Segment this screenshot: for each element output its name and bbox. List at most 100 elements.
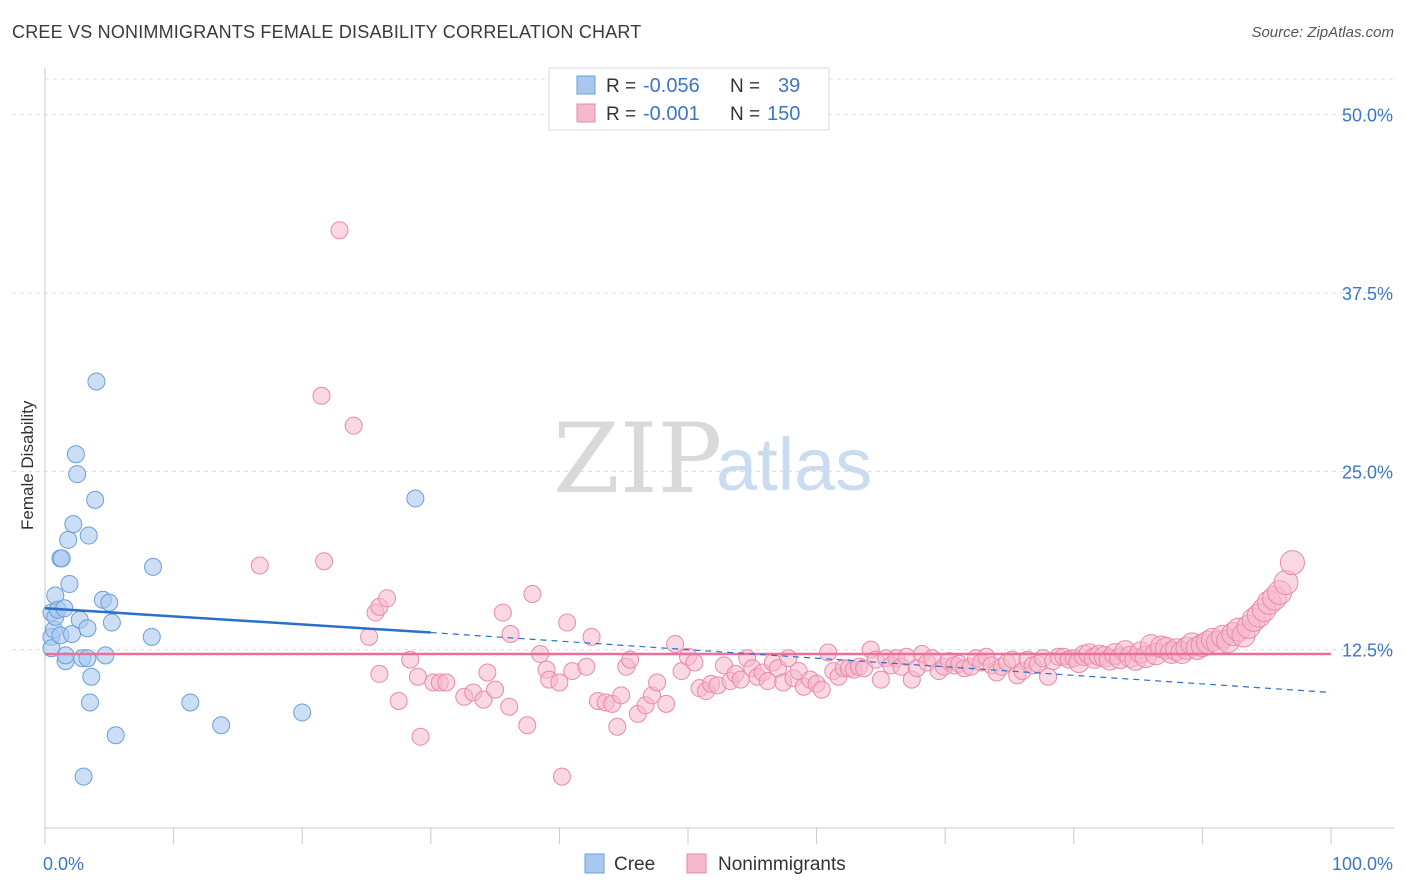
cree-point [42, 639, 61, 658]
cree-point [68, 465, 87, 484]
cree-point [406, 489, 425, 508]
cree-legend-swatch [576, 75, 596, 95]
nonimm-bottom-label: Nonimmigrants [718, 854, 846, 875]
nonimm-n-value: 150 [767, 103, 800, 125]
cree-bottom-swatch [584, 853, 605, 874]
nonimmigrants-point [330, 221, 349, 240]
nonimmigrants-point [360, 627, 379, 646]
nonimmigrants-point [523, 585, 542, 604]
nonimmigrants-point [871, 670, 890, 689]
grid [12, 78, 1394, 651]
nonimmigrants-point [474, 690, 493, 709]
nonimmigrants-point [378, 589, 397, 608]
nonimmigrants-point [812, 680, 831, 699]
cree-point [78, 649, 97, 668]
cree-point [96, 646, 115, 665]
source-label: Source: ZipAtlas.com [1251, 24, 1394, 41]
nonimmigrants-point [819, 643, 838, 662]
nonimm-n-label: N = [730, 104, 760, 125]
nonimmigrants-point [370, 664, 389, 683]
cree-point [59, 530, 78, 549]
cree-point [293, 703, 312, 722]
cree-point [78, 619, 97, 638]
nonimmigrants-point [344, 416, 363, 435]
cree-point [56, 646, 75, 665]
nonimmigrants-point [1039, 667, 1058, 686]
nonimmigrants-point [657, 694, 676, 713]
nonimmigrants-point [621, 650, 640, 669]
series-legend: Cree Nonimmigrants [584, 853, 846, 875]
nonimmigrants-point [500, 697, 519, 716]
axes [44, 68, 1394, 844]
cree-r-value: -0.056 [643, 75, 700, 97]
nonimmigrants-point [486, 680, 505, 699]
legend-box [548, 67, 830, 131]
nonimmigrants-point [250, 556, 269, 575]
nonimmigrants-point [408, 667, 427, 686]
nonimm-r-value: -0.001 [643, 103, 700, 125]
chart-title: CREE VS NONIMMIGRANTS FEMALE DISABILITY … [12, 22, 642, 42]
nonimmigrants-point [315, 552, 334, 571]
cree-point [106, 726, 125, 745]
cree-point [66, 445, 85, 464]
nonimm-legend-swatch [576, 103, 596, 123]
cree-point [74, 767, 93, 786]
cree-bottom-label: Cree [614, 854, 655, 875]
nonimmigrants-point [577, 657, 596, 676]
cree-point [212, 716, 231, 735]
cree-point [142, 627, 161, 646]
nonimmigrants-point [666, 634, 685, 653]
cree-point [86, 490, 105, 509]
cree-points [42, 372, 425, 786]
nonimmigrants-point [550, 673, 569, 692]
nonimmigrants-point [612, 686, 631, 705]
cree-point [60, 575, 79, 594]
y-tick-label-1: 25.0% [1342, 462, 1393, 482]
nonimmigrants-point [312, 386, 331, 405]
nonimmigrants-point [493, 603, 512, 622]
cree-point [64, 515, 83, 534]
nonimmigrants-point [558, 613, 577, 632]
watermark-zip: ZIP [553, 403, 722, 515]
cree-point [79, 526, 98, 545]
cree-point [144, 557, 163, 576]
nonimmigrants-point [401, 650, 420, 669]
cree-point [100, 593, 119, 612]
cree-n-label: N = [730, 76, 760, 97]
y-tick-labels: 12.5% 25.0% 37.5% 50.0% [1342, 106, 1393, 661]
nonimmigrants-point [552, 767, 571, 786]
cree-r-label: R = [606, 76, 636, 97]
nonimmigrants-point [582, 627, 601, 646]
cree-trend-extension [430, 631, 1332, 694]
nonimmigrants-point [478, 663, 497, 682]
cree-point [102, 613, 121, 632]
watermark: ZIP atlas [553, 403, 872, 515]
nonimmigrants-point [608, 717, 627, 736]
nonimm-bottom-swatch [686, 853, 707, 874]
nonimm-r-label: R = [606, 104, 636, 125]
cree-point [82, 667, 101, 686]
nonimmigrants-point [437, 673, 456, 692]
nonimmigrants-point [648, 673, 667, 692]
x-tick-label-0: 0.0% [43, 854, 84, 874]
correlation-legend: R = -0.056 N = 39 R = -0.001 N = 150 [548, 67, 830, 131]
cree-trend-line [44, 607, 431, 634]
nonimmigrants-point [501, 624, 520, 643]
nonimmigrants-point [1279, 550, 1305, 576]
y-tick-label-2: 37.5% [1342, 284, 1393, 304]
cree-point [87, 372, 106, 391]
nonimmigrants-points [250, 221, 1305, 786]
watermark-atlas: atlas [716, 423, 872, 506]
x-tick-labels: 0.0% 100.0% [43, 854, 1393, 874]
cree-point [81, 693, 100, 712]
nonimmigrants-point [411, 727, 430, 746]
y-tick-label-3: 50.0% [1342, 106, 1393, 126]
cree-point [52, 549, 71, 568]
nonimmigrants-point [685, 653, 704, 672]
nonimmigrants-point [389, 692, 408, 711]
y-tick-label-0: 12.5% [1342, 641, 1393, 661]
cree-n-value: 39 [778, 75, 800, 97]
x-tick-label-1: 100.0% [1332, 854, 1393, 874]
trend-lines [44, 607, 1332, 694]
